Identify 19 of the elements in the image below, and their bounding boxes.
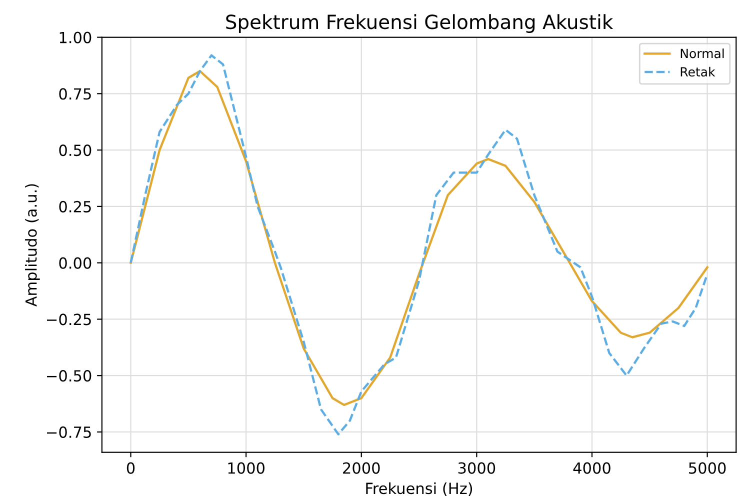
y-tick-label: 0.25 [59, 200, 91, 212]
x-tick-label: 3000 [458, 462, 496, 474]
y-tick-label: −0.50 [47, 370, 92, 382]
legend-label: Normal [680, 48, 724, 58]
y-tick-label: 0.75 [59, 88, 91, 100]
chart-title: Spektrum Frekuensi Gelombang Akustik [226, 14, 614, 33]
legend-label: Retak [680, 66, 716, 77]
x-tick-label: 4000 [573, 462, 610, 474]
x-tick-label: 0 [126, 462, 135, 474]
y-axis-title: Amplitudo (a.u.) [25, 184, 40, 307]
x-axis-title: Frekuensi (Hz) [366, 482, 472, 496]
y-tick-label: −0.25 [47, 314, 91, 326]
y-tick-label: 0.50 [59, 144, 92, 156]
y-tick-label: 1.00 [60, 32, 92, 44]
x-tick-label: 5000 [689, 462, 726, 474]
y-tick-label: 0.00 [59, 257, 92, 269]
x-tick-label: 1000 [228, 462, 264, 474]
x-tick-label: 2000 [343, 462, 380, 474]
y-tick-label: −0.75 [47, 426, 91, 438]
